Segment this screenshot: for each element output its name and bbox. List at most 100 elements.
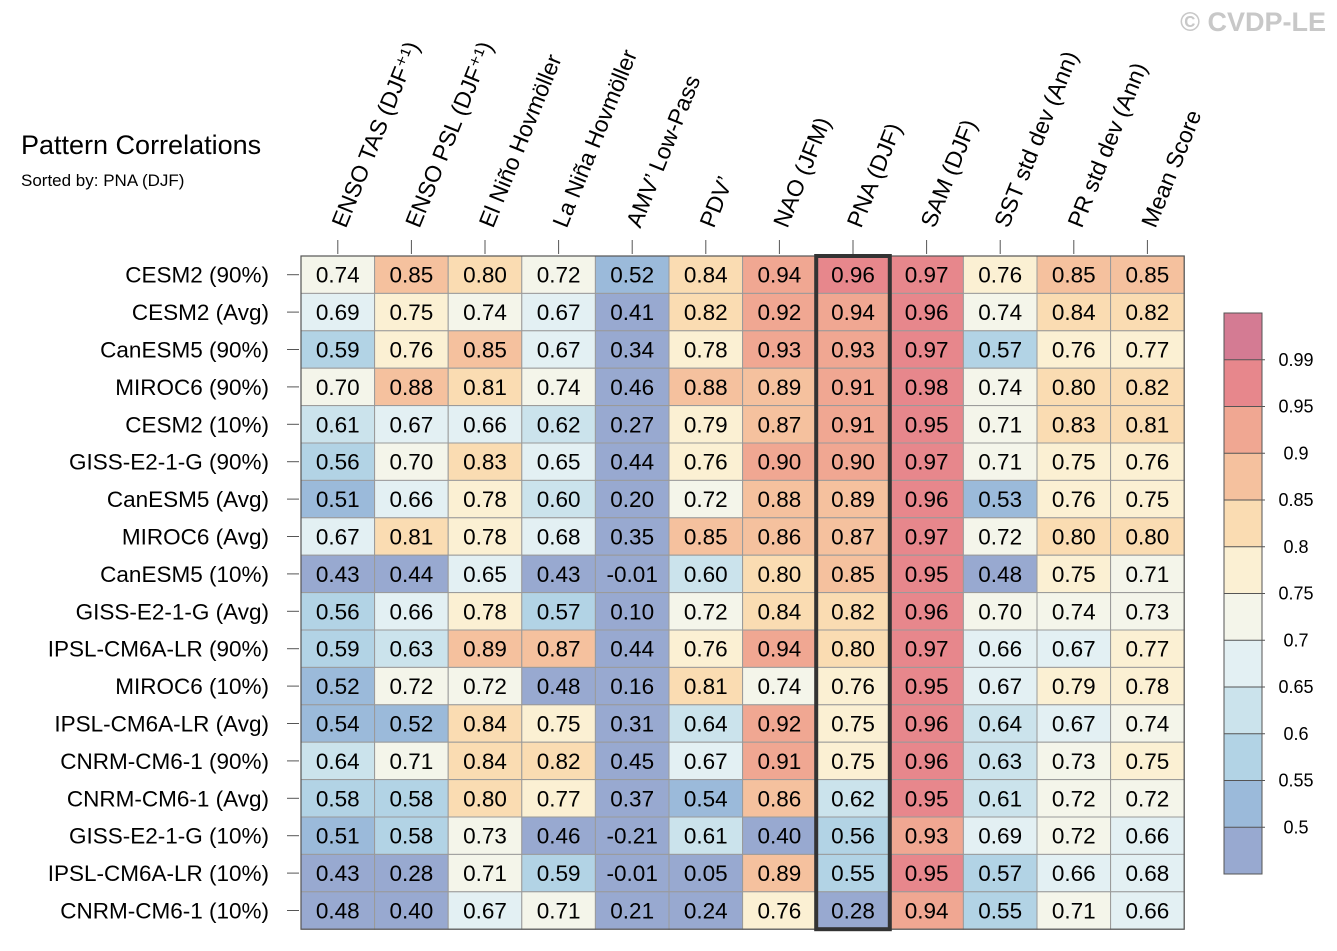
- colorbar-label: 0.9: [1283, 443, 1308, 463]
- heatmap-cell: [594, 405, 670, 444]
- cell-value: 0.69: [316, 300, 360, 325]
- cell-value: 0.61: [684, 824, 728, 849]
- cell-value: 0.37: [610, 786, 654, 811]
- cell-value: 0.95: [905, 861, 949, 886]
- cell-value: 0.55: [831, 861, 875, 886]
- heatmap-cell: [962, 592, 1038, 631]
- heatmap-cell: [889, 517, 964, 556]
- cell-value: 0.91: [758, 749, 802, 774]
- heatmap-cell: [374, 853, 449, 893]
- cell-value: 0.79: [684, 412, 728, 437]
- cell-value: 0.93: [831, 338, 875, 363]
- row-label: IPSL-CM6A-LR (90%): [48, 637, 269, 662]
- row-label: CESM2 (90%): [125, 263, 269, 288]
- cell-value: 0.58: [316, 786, 360, 811]
- heatmap-cell: [594, 891, 670, 930]
- colorbar-swatch: [1224, 500, 1262, 547]
- heatmap-cell: [742, 891, 817, 930]
- cell-value: 0.75: [831, 749, 875, 774]
- cell-value: 0.84: [463, 712, 507, 737]
- cell-value: 0.70: [316, 375, 360, 400]
- heatmap-cell: [668, 405, 744, 444]
- heatmap-cell: [300, 891, 376, 930]
- colorbar-label: 0.6: [1283, 724, 1308, 744]
- cell-value: 0.76: [390, 338, 434, 363]
- cell-value: 0.76: [978, 263, 1022, 288]
- heatmap-cell: [594, 666, 670, 706]
- cell-value: 0.80: [758, 562, 802, 587]
- cell-value: 0.67: [1052, 637, 1096, 662]
- heatmap-cell: [1110, 367, 1185, 407]
- cell-value: 0.16: [610, 674, 654, 699]
- heatmap-cell: [374, 517, 449, 556]
- cell-value: 0.81: [1126, 412, 1170, 437]
- cell-value: 0.91: [831, 375, 875, 400]
- column-label: PR std dev (Ann): [1062, 59, 1152, 231]
- cell-value: 0.67: [1052, 712, 1096, 737]
- colorbar: 0.99 0.95 0.9 0.85 0.8 0.75 0.7 0.65 0.6 0.55 0.5: [1223, 312, 1314, 875]
- cell-value: 0.95: [905, 786, 949, 811]
- cell-value: -0.01: [607, 562, 658, 587]
- heatmap-cell: [1110, 292, 1185, 332]
- cell-value: 0.84: [758, 599, 802, 624]
- cell-value: 0.95: [905, 674, 949, 699]
- heatmap-cell: [668, 853, 744, 893]
- cell-value: 0.53: [978, 487, 1022, 512]
- cell-value: 0.59: [316, 338, 360, 363]
- cell-value: 0.74: [1126, 712, 1170, 737]
- column-label: PNA (DJF): [842, 119, 907, 231]
- heatmap-cell: [1036, 442, 1112, 481]
- cell-value: 0.82: [684, 300, 728, 325]
- cell-value: 0.05: [684, 861, 728, 886]
- cell-value: 0.72: [390, 674, 434, 699]
- cell-value: 0.72: [684, 599, 728, 624]
- heatmap-cell: [374, 367, 449, 407]
- cell-value: 0.71: [1052, 899, 1096, 924]
- cell-value: 0.75: [1126, 487, 1170, 512]
- cell-value: 0.87: [831, 525, 875, 550]
- cell-value: 0.81: [684, 674, 728, 699]
- cell-value: 0.96: [905, 712, 949, 737]
- heatmap-cell: [962, 853, 1038, 893]
- heatmap-cell: [447, 741, 523, 781]
- cell-value: 0.60: [684, 562, 728, 587]
- cell-value: 0.43: [316, 562, 360, 587]
- heatmap-cell: [815, 405, 891, 444]
- heatmap-cell: [742, 292, 817, 332]
- heatmap-cell: [1036, 367, 1112, 407]
- heatmap-cell: [374, 479, 449, 519]
- cell-value: 0.67: [316, 525, 360, 550]
- cell-value: 0.88: [758, 487, 802, 512]
- chart-subtitle: Sorted by: PNA (DJF): [21, 171, 184, 190]
- cell-value: 0.66: [390, 487, 434, 512]
- row-label: CNRM-CM6-1 (10%): [60, 899, 269, 924]
- colorbar-label: 0.7: [1283, 630, 1308, 650]
- heatmap-cell: [742, 704, 817, 743]
- cell-value: 0.97: [905, 338, 949, 363]
- cell-value: 0.54: [316, 712, 360, 737]
- cell-value: 0.85: [684, 525, 728, 550]
- cell-value: 0.76: [684, 637, 728, 662]
- cell-value: 0.85: [831, 562, 875, 587]
- cell-value: 0.70: [978, 599, 1022, 624]
- cell-value: 0.71: [978, 412, 1022, 437]
- cell-value: 0.60: [537, 487, 581, 512]
- cell-value: 0.76: [758, 899, 802, 924]
- heatmap-cell: [1036, 816, 1112, 855]
- colorbar-swatch: [1224, 687, 1262, 734]
- cell-value: 0.81: [390, 525, 434, 550]
- cell-value: 0.71: [1126, 562, 1170, 587]
- heatmap-cell: [300, 292, 376, 332]
- heatmap-cell: [668, 741, 744, 781]
- heatmap-cell: [447, 405, 523, 444]
- heatmap-cell: [889, 704, 964, 743]
- colorbar-swatch: [1224, 593, 1262, 641]
- cell-value: 0.52: [316, 674, 360, 699]
- colorbar-label: 0.65: [1278, 677, 1313, 697]
- heatmap-cell: [962, 255, 1038, 294]
- heatmap-cell: [742, 442, 817, 481]
- heatmap-cell: [1036, 629, 1112, 668]
- heatmap-cell: [447, 367, 523, 407]
- cell-value: 0.56: [316, 450, 360, 475]
- cell-value: 0.80: [1126, 525, 1170, 550]
